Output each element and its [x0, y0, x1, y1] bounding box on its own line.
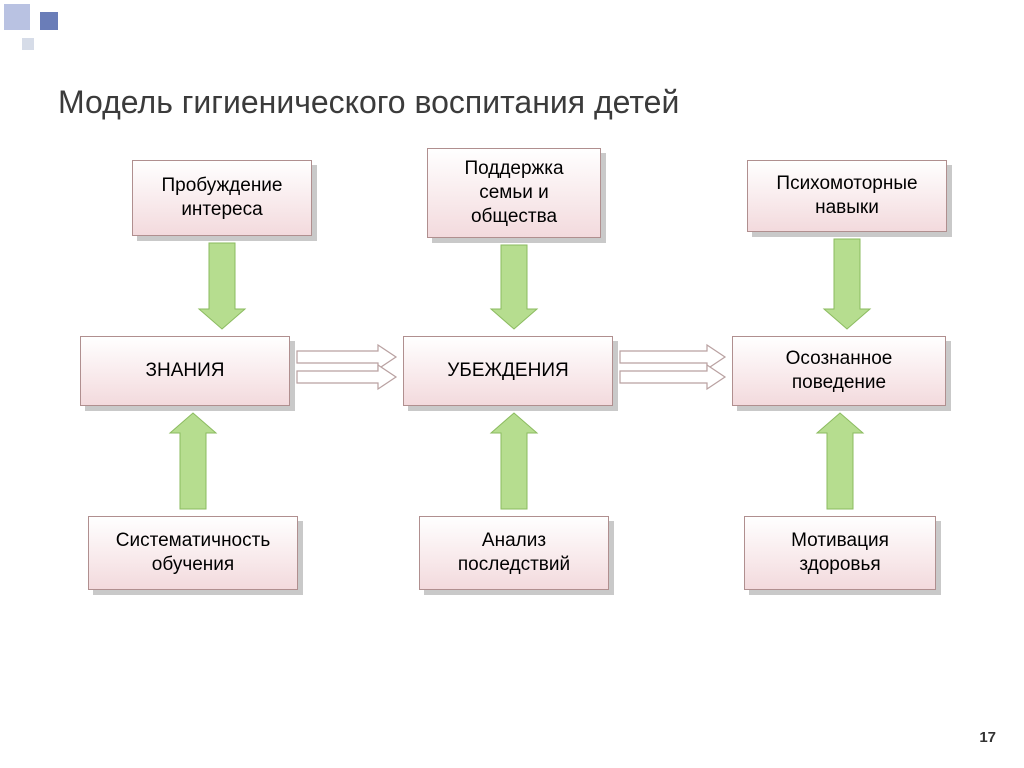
flow-node: Анализ последствий — [419, 516, 609, 590]
slide-title: Модель гигиенического воспитания детей — [58, 84, 679, 121]
green-arrow — [817, 413, 863, 509]
white-arrow — [297, 365, 396, 389]
green-arrow — [199, 243, 245, 329]
deco-square — [20, 36, 36, 52]
green-arrow — [491, 413, 537, 509]
page-number: 17 — [979, 729, 996, 746]
white-arrow — [620, 345, 725, 369]
flow-node: УБЕЖДЕНИЯ — [403, 336, 613, 406]
deco-square — [38, 10, 60, 32]
flow-node: Мотивация здоровья — [744, 516, 936, 590]
white-arrow — [620, 365, 725, 389]
flow-node: Пробуждение интереса — [132, 160, 312, 236]
flow-node: Психомоторные навыки — [747, 160, 947, 232]
white-arrow — [297, 345, 396, 369]
flow-node: Систематичность обучения — [88, 516, 298, 590]
flow-node: Поддержка семьи и общества — [427, 148, 601, 238]
deco-square — [2, 2, 32, 32]
green-arrow — [824, 239, 870, 329]
green-arrow — [170, 413, 216, 509]
green-arrow — [491, 245, 537, 329]
flow-node: Осознанное поведение — [732, 336, 946, 406]
flow-node: ЗНАНИЯ — [80, 336, 290, 406]
